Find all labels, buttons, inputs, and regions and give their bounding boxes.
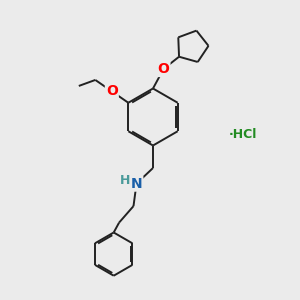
Text: O: O: [158, 62, 169, 76]
Text: N: N: [131, 177, 142, 190]
Text: O: O: [106, 84, 118, 98]
Text: ·HCl: ·HCl: [229, 128, 257, 142]
Text: H: H: [120, 173, 130, 187]
